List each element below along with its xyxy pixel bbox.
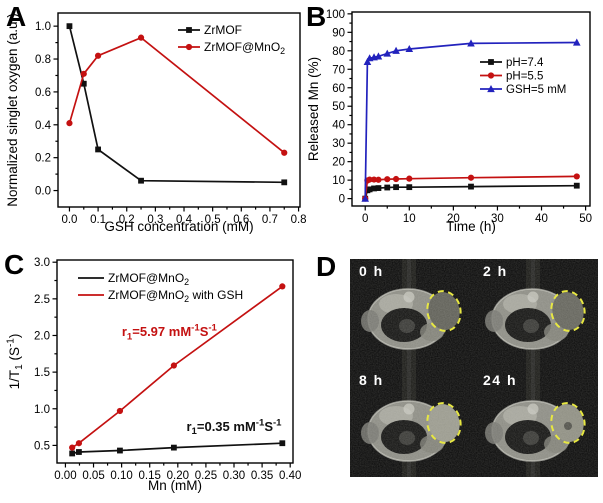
svg-text:0.30: 0.30 (223, 470, 245, 482)
svg-text:ZrMOF@MnO2: ZrMOF@MnO2 (108, 271, 189, 287)
svg-text:GSH=5 mM: GSH=5 mM (506, 84, 566, 96)
svg-text:pH=5.5: pH=5.5 (506, 71, 543, 83)
svg-text:0.4: 0.4 (35, 120, 52, 132)
svg-text:0.3: 0.3 (147, 214, 163, 226)
svg-text:30: 30 (332, 138, 345, 150)
mri-image (474, 259, 598, 368)
svg-text:0.35: 0.35 (251, 470, 273, 482)
series-ph-7-4 (362, 182, 580, 202)
y-axis-label: Released Mn (%) (306, 57, 321, 161)
annotation: r1=0.35 mM-1S-1 (186, 417, 282, 437)
chart-singlet-oxygen-vs-gsh: 0.0 0.1 0.2 0.3 0.4 0.5 0.6 0.7 0.8 0.0 0.2 0.4 0.6 0… (5, 12, 307, 234)
svg-text:80: 80 (332, 46, 345, 58)
svg-text:0.4: 0.4 (176, 214, 193, 226)
series-zrmof (66, 23, 288, 186)
svg-text:0.2: 0.2 (119, 214, 135, 226)
svg-text:0: 0 (339, 194, 345, 206)
svg-text:3.0: 3.0 (34, 257, 50, 269)
svg-text:0.8: 0.8 (291, 214, 307, 226)
mri-image (350, 368, 474, 477)
svg-text:0.5: 0.5 (205, 214, 221, 226)
svg-text:0.00: 0.00 (54, 470, 76, 482)
svg-text:0.6: 0.6 (35, 87, 51, 99)
svg-text:0.5: 0.5 (34, 440, 50, 452)
mri-time-label-0h: 0 h (359, 263, 384, 279)
svg-text:0.10: 0.10 (110, 470, 132, 482)
plot-frame (57, 12, 301, 208)
svg-text:30: 30 (491, 213, 504, 225)
panel-a-label: A (6, 1, 27, 32)
y-axis-label: 1/T1 (S-1) (5, 334, 25, 390)
mri-image (350, 259, 474, 368)
mri-frame-2h: 2 h (474, 259, 598, 368)
panel-b-label: B (306, 1, 327, 32)
svg-text:ZrMOF@MnO2: ZrMOF@MnO2 (204, 40, 285, 56)
mri-time-label-8h: 8 h (359, 372, 384, 388)
annotation: r1=5.97 mM-1S-1 (122, 323, 218, 343)
y-axis-label: Normalized singlet oxygen (a.u.) (5, 13, 20, 207)
svg-text:1.0: 1.0 (35, 21, 51, 33)
svg-text:10: 10 (403, 213, 416, 225)
svg-text:70: 70 (332, 64, 345, 76)
x-axis-label: GSH concentration (mM) (104, 219, 253, 234)
mri-image-grid: 0 h 2 h 8 h 24 h (350, 259, 598, 477)
series-zrmof-mno-2- (66, 34, 288, 156)
svg-text:pH=7.4: pH=7.4 (506, 57, 544, 69)
svg-text:0.20: 0.20 (167, 470, 189, 482)
svg-text:2.5: 2.5 (34, 294, 50, 306)
series-zrmof-mno-2-with-gsh (69, 283, 286, 451)
svg-text:0.2: 0.2 (35, 153, 51, 165)
svg-text:20: 20 (332, 157, 345, 169)
svg-text:20: 20 (447, 213, 460, 225)
svg-text:2.0: 2.0 (34, 330, 50, 342)
mri-time-label-2h: 2 h (483, 263, 508, 279)
tick-labels: 0.00 0.05 0.10 0.15 0.20 0.25 0.30 0.35 0.40 0.5 1… (34, 257, 301, 482)
svg-text:0.7: 0.7 (262, 214, 278, 226)
series-zrmof-mno-2- (69, 440, 286, 457)
svg-text:1.0: 1.0 (34, 404, 50, 416)
mri-frame-8h: 8 h (350, 368, 474, 477)
svg-text:0.05: 0.05 (82, 470, 104, 482)
mri-image (474, 368, 598, 477)
svg-text:60: 60 (332, 83, 345, 95)
svg-text:0.25: 0.25 (195, 470, 217, 482)
chart-released-mn-vs-time: 0 10 20 30 40 50 0 10 20 30 40 50 60 70 80 90 100 Time (h… (306, 9, 592, 234)
tick-labels: 0.0 0.1 0.2 0.3 0.4 0.5 0.6 0.7 0.8 0.0 0.2 0.4 0.6 0… (35, 21, 307, 226)
svg-text:0.0: 0.0 (35, 186, 51, 198)
svg-text:50: 50 (332, 101, 345, 113)
panel-d-label: D (316, 251, 337, 282)
svg-text:10: 10 (332, 175, 345, 187)
svg-text:50: 50 (579, 213, 592, 225)
svg-text:0.0: 0.0 (61, 214, 77, 226)
svg-text:0.15: 0.15 (139, 470, 161, 482)
x-axis-label: Mn (mM) (148, 478, 202, 493)
tick-labels: 0 10 20 30 40 50 0 10 20 30 40 50 60 70 80 90 100 (326, 9, 592, 225)
mri-time-label-24h: 24 h (483, 372, 518, 388)
plot-frame (56, 259, 294, 464)
svg-text:ZrMOF@MnO2 with GSH: ZrMOF@MnO2 with GSH (108, 288, 243, 304)
svg-text:0: 0 (362, 213, 368, 225)
mri-frame-24h: 24 h (474, 368, 598, 477)
series-gsh-5-mm (361, 38, 581, 202)
svg-text:40: 40 (332, 120, 345, 132)
panel-c-label: C (4, 249, 25, 280)
chart-relaxivity-vs-mn: 0.00 0.05 0.10 0.15 0.20 0.25 0.30 0.35 0.40 0.5 1… (5, 257, 301, 493)
svg-text:ZrMOF: ZrMOF (204, 23, 242, 37)
legend: ZrMOF ZrMOF@MnO2 (178, 23, 285, 56)
x-axis-label: Time (h) (446, 219, 496, 234)
mri-frame-0h: 0 h (350, 259, 474, 368)
svg-text:0.40: 0.40 (279, 470, 301, 482)
svg-text:40: 40 (535, 213, 548, 225)
plot-frame (351, 11, 591, 207)
svg-text:0.1: 0.1 (90, 214, 106, 226)
svg-text:0.8: 0.8 (35, 54, 51, 66)
svg-text:0.6: 0.6 (233, 214, 249, 226)
svg-text:90: 90 (332, 27, 345, 39)
svg-text:100: 100 (326, 9, 345, 21)
axis-ticks (347, 13, 587, 211)
svg-text:1.5: 1.5 (34, 367, 50, 379)
